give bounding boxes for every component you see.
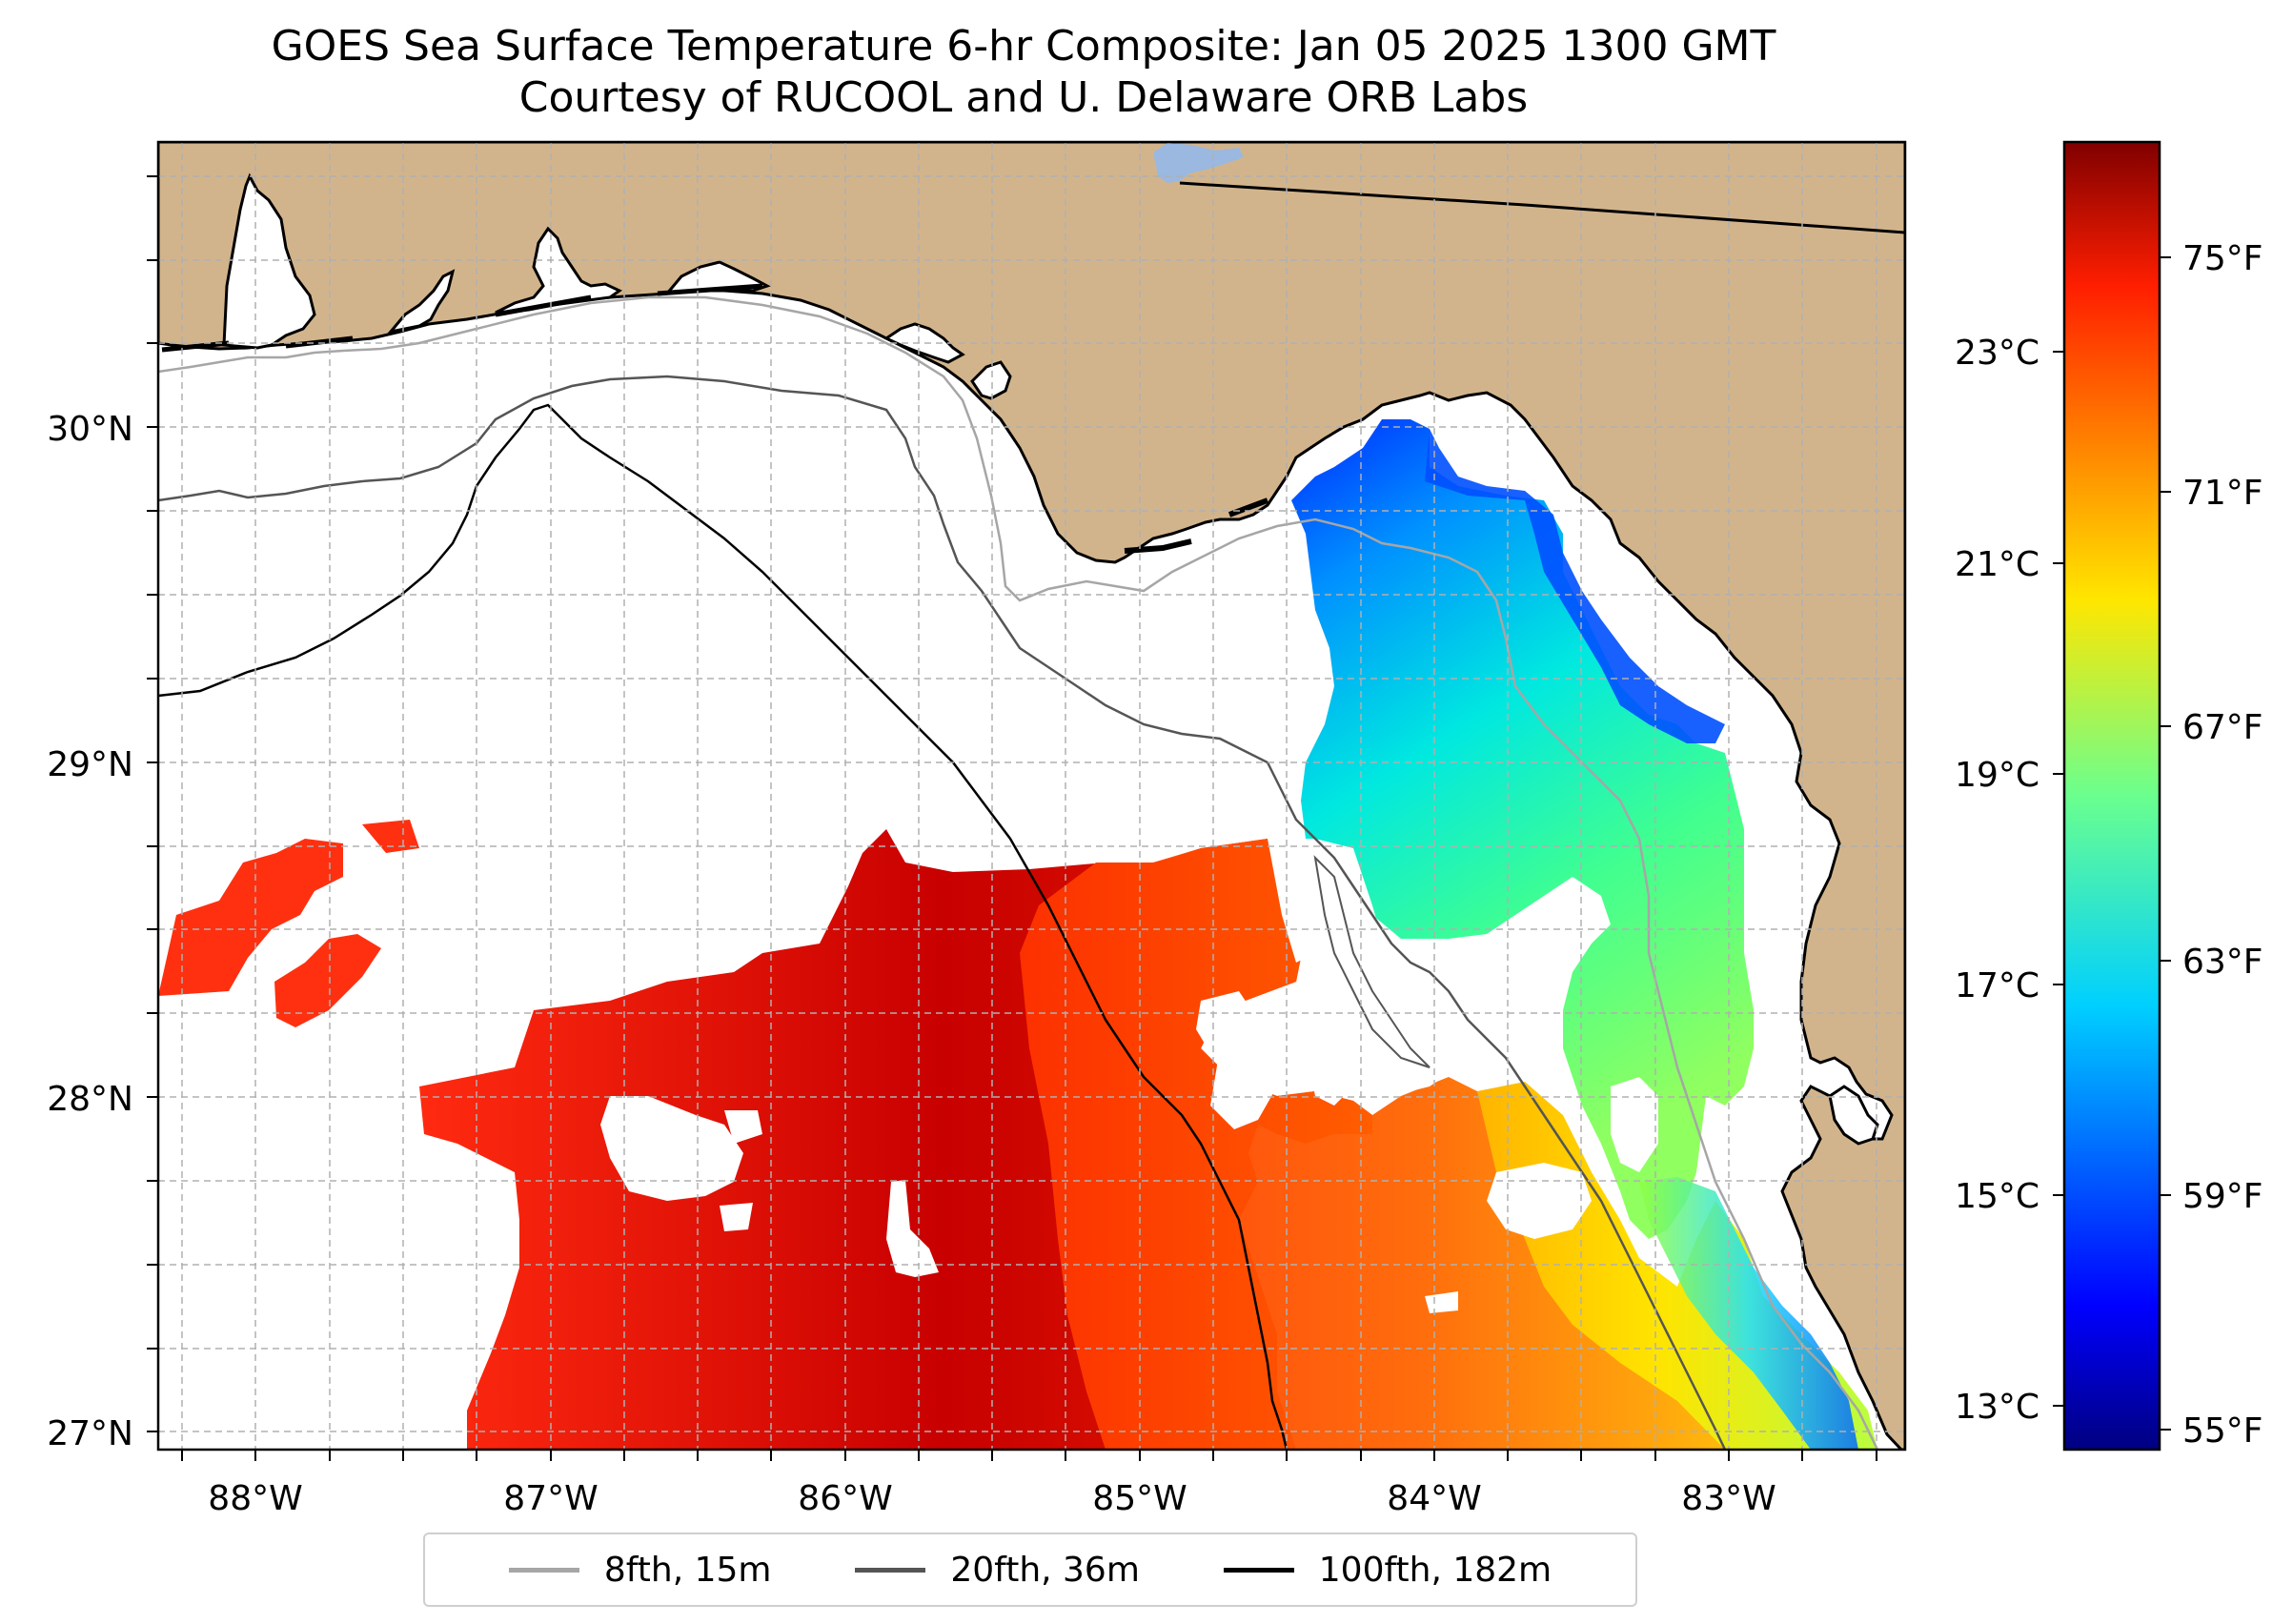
sst-nearshore-blue — [1425, 429, 1725, 743]
barrier-island-1 — [161, 283, 763, 353]
legend-line-100fth — [1223, 1567, 1294, 1573]
legend-line-20fth — [855, 1567, 926, 1573]
tampa-bay — [1828, 1085, 1879, 1146]
x-tick-label: 83°W — [1681, 1479, 1776, 1518]
celsius-tick-label: 17°C — [1955, 966, 2039, 1005]
sst-gap-4 — [720, 1203, 753, 1231]
title-line-1: GOES Sea Surface Temperature 6-hr Compos… — [271, 22, 1776, 71]
sst-gap-12 — [1611, 1077, 1658, 1172]
pensacola-bay — [387, 269, 456, 335]
y-tick-label: 27°N — [47, 1414, 133, 1453]
fahrenheit-tick-label: 59°F — [2182, 1177, 2263, 1216]
sst-patch-west-1 — [158, 839, 343, 996]
colorbar-fahrenheit-ticks — [2160, 256, 2171, 1431]
state-boundary — [1179, 181, 1905, 234]
sst-patch-west-2 — [274, 934, 381, 1027]
fahrenheit-tick-label: 75°F — [2182, 239, 2263, 278]
y-tick-label: 28°N — [47, 1080, 133, 1119]
contour-20fth-islands — [1313, 855, 1431, 1068]
y-ticks — [147, 175, 158, 1432]
sst-gap-2 — [724, 1110, 762, 1144]
fahrenheit-tick-label: 67°F — [2182, 708, 2263, 747]
celsius-tick-label: 23°C — [1955, 334, 2039, 373]
sst-gap-1 — [600, 1096, 743, 1201]
colorbar — [2062, 140, 2161, 1451]
contour-legend: 8fth, 15m 20fth, 36m 100fth, 182m — [423, 1533, 1637, 1607]
legend-label: 8fth, 15m — [603, 1550, 772, 1590]
y-tick-label: 30°N — [47, 410, 133, 449]
celsius-tick-label: 21°C — [1955, 545, 2039, 584]
x-tick-label: 84°W — [1387, 1479, 1481, 1518]
sst-coast-strip — [1639, 1177, 1858, 1450]
legend-line-8fth — [508, 1567, 579, 1573]
y-tick-label: 29°N — [47, 745, 133, 784]
lake — [1153, 143, 1244, 183]
map-title: GOES Sea Surface Temperature 6-hr Compos… — [0, 21, 2047, 124]
sst-gap-5 — [1196, 991, 1258, 1053]
sst-field — [158, 419, 1877, 1450]
x-ticks — [181, 1450, 1877, 1461]
mobile-bay — [222, 173, 316, 350]
legend-label: 100fth, 182m — [1318, 1550, 1552, 1590]
bay-east — [970, 360, 1012, 400]
sst-gap-6 — [1210, 1048, 1277, 1129]
celsius-tick-label: 19°C — [1955, 756, 2039, 795]
legend-item-8fth: 8fth, 15m — [508, 1550, 772, 1590]
gridlines — [158, 142, 1905, 1450]
fahrenheit-tick-label: 63°F — [2182, 943, 2263, 982]
x-tick-label: 86°W — [798, 1479, 892, 1518]
barrier-island-2 — [1124, 497, 1269, 554]
x-tick-labels: 88°W 87°W 86°W 85°W 84°W 83°W — [208, 1479, 1776, 1518]
fahrenheit-tick-label: 55°F — [2182, 1411, 2263, 1451]
sst-gap-3 — [886, 1180, 939, 1277]
colorbar-fahrenheit-labels: 75°F 71°F 67°F 63°F 59°F 55°F — [2182, 239, 2263, 1451]
legend-item-100fth: 100fth, 182m — [1223, 1550, 1552, 1590]
sst-gap-13 — [1425, 1291, 1458, 1313]
x-tick-label: 88°W — [208, 1479, 302, 1518]
sst-patch-west-3 — [362, 820, 419, 853]
y-tick-labels: 30°N 29°N 28°N 27°N — [47, 410, 133, 1453]
x-tick-label: 85°W — [1092, 1479, 1187, 1518]
fahrenheit-tick-label: 71°F — [2182, 474, 2263, 513]
contour-20fth — [158, 375, 1727, 1450]
legend-label: 20fth, 36m — [950, 1550, 1140, 1590]
celsius-tick-label: 15°C — [1955, 1177, 2039, 1216]
sst-shelf-cool — [1291, 419, 1754, 1239]
contour-100fth — [158, 403, 1289, 1450]
celsius-tick-label: 13°C — [1955, 1388, 2039, 1427]
sst-gap-11 — [1487, 1163, 1592, 1239]
sst-gap-10 — [1487, 934, 1563, 1044]
colorbar-celsius-ticks — [2053, 351, 2064, 1407]
sst-gap-7 — [1268, 839, 1325, 963]
title-line-2: Courtesy of RUCOOL and U. Delaware ORB L… — [518, 73, 1529, 122]
colorbar-celsius-labels: 23°C 21°C 19°C 17°C 15°C 13°C — [1955, 334, 2039, 1427]
plot-frame — [156, 140, 1907, 1451]
x-tick-label: 87°W — [503, 1479, 598, 1518]
legend-item-20fth: 20fth, 36m — [855, 1551, 1140, 1590]
